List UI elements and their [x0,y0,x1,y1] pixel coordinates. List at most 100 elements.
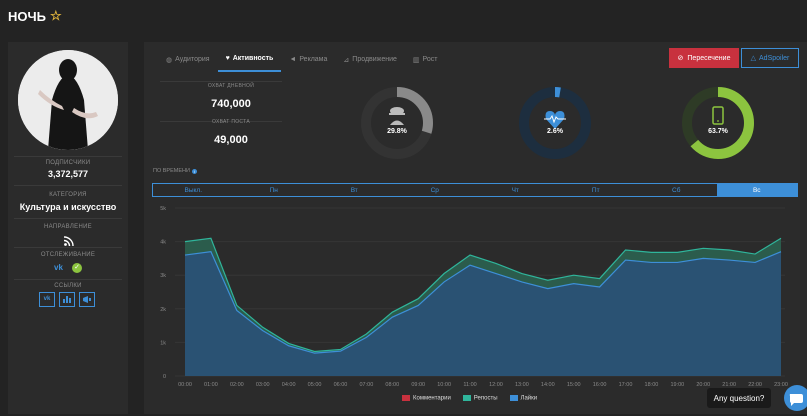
tab-growth[interactable]: ▥ Рост [405,52,446,72]
post-reach-value: 49,000 [214,134,248,146]
activity-chart: 0 1k 2k 3k 4k 5k 00:00 01:00 02:00 03:00 04:00 05:0… [160,206,788,388]
x-tick-label: 21:00 [722,382,736,388]
ring-mobile-label: 63.7% [708,128,728,135]
legend-label: Репосты [473,395,498,402]
y-tick-label: 2k [160,307,166,313]
x-tick-label: 22:00 [748,382,762,388]
day-button-active[interactable]: Вс [716,184,797,196]
daily-reach-value: 740,000 [211,98,251,110]
likes-line [184,251,782,354]
ring-mobile [682,87,754,159]
spy-icon [389,107,405,125]
day-button[interactable]: Чт [511,186,519,194]
rss-icon [63,233,74,247]
divider [14,185,122,186]
link-vk-button[interactable]: vk [39,292,55,307]
x-tick-label: 23:00 [774,382,788,388]
chart-icon: ⊿ [343,56,350,64]
links-label: ССЫЛКИ [54,283,82,289]
divider [14,279,122,280]
heart-icon: ♥ [225,55,230,62]
reposts-line [184,237,782,353]
help-button[interactable]: Any question? [707,388,771,408]
adspoiler-label: AdSpoiler [759,54,790,62]
tab-activity[interactable]: ♥ Активность [217,52,282,72]
day-button[interactable]: Сб [672,186,681,194]
link-stats-button[interactable] [59,292,75,307]
day-selector: Выкл. Пн Вт Ср Чт Пт Сб Вс [152,183,798,197]
day-button[interactable]: Ср [430,186,439,194]
x-tick-label: 00:00 [178,382,192,388]
day-button[interactable]: Пт [591,186,600,194]
category-value: Культура и искусство [19,202,117,212]
tab-ads[interactable]: ◄ Реклама [281,52,335,72]
bar-chart-icon: ▥ [412,56,420,64]
legend-label: Комментарии [413,395,451,402]
tab-label: Реклама [299,56,328,63]
x-tick-label: 20:00 [696,382,710,388]
x-tick-label: 05:00 [308,382,322,388]
x-tick-label: 10:00 [437,382,451,388]
x-tick-label: 11:00 [463,382,476,388]
chat-icon[interactable] [784,385,807,411]
post-reach-label: ОХВАТ ПОСТА [211,119,250,125]
intersection-icon: ⊘ [677,55,684,62]
phone-icon [712,106,724,125]
megaphone-icon [83,296,91,303]
tab-promotion[interactable]: ⊿ Продвижение [335,52,405,72]
by-time-label-row: ПО ВРЕМЕНИ i [153,168,197,174]
x-tick-label: 12:00 [489,382,503,388]
tracking-label: ОТСЛЕЖИВАНИЕ [40,252,96,258]
x-tick-label: 13:00 [515,382,529,388]
day-button[interactable]: Выкл. [184,186,203,194]
chart-legend: Комментарии Репосты Лайки [402,395,537,402]
likes-area [185,251,781,376]
legend-item[interactable]: Лайки [509,395,538,402]
tab-label: Аудитория [175,56,210,63]
intersection-button[interactable]: ⊘ Пересечение [669,48,739,68]
avatar [18,50,118,150]
legend-swatch [509,395,518,401]
globe-icon: ◍ [166,56,173,64]
tab-audience[interactable]: ◍ Аудитория [158,52,218,72]
legend-label: Лайки [520,395,538,402]
tab-label: Продвижение [352,56,397,63]
x-tick-label: 07:00 [360,382,374,388]
tab-label: Активность [232,55,274,62]
legend-item[interactable]: Комментарии [402,395,451,402]
info-icon[interactable]: i [191,168,197,174]
ring-spy [361,87,433,159]
bar-chart-icon [63,296,71,303]
x-tick-label: 16:00 [593,382,607,388]
y-tick-label: 1k [160,340,166,346]
day-button[interactable]: Пн [269,186,278,194]
vk-icon[interactable]: vk [54,263,63,272]
subscribers-value: 3,372,577 [47,169,89,179]
y-tick-label: 0 [163,374,166,380]
x-tick-label: 17:00 [619,382,633,388]
x-tick-label: 04:00 [282,382,296,388]
adspoiler-button[interactable]: △ AdSpoiler [741,48,799,68]
legend-swatch [402,395,410,401]
ring-heartbeat [519,87,591,159]
ring-spy-label: 29.8% [387,128,407,135]
legend-item[interactable]: Репосты [462,395,498,402]
tab-label: Рост [422,56,438,63]
intersection-label: Пересечение [687,54,731,62]
day-button[interactable]: Вт [350,186,358,194]
x-tick-label: 18:00 [645,382,659,388]
x-tick-label: 14:00 [541,382,555,388]
category-label: КАТЕГОРИЯ [49,192,87,198]
sidebar: ПОДПИСЧИКИ 3,372,577 КАТЕГОРИЯ Культура … [8,42,128,414]
star-icon[interactable]: ☆ [49,8,62,23]
divider [160,81,282,82]
legend-swatch [462,395,471,401]
x-tick-label: 03:00 [256,382,270,388]
direction-label: НАПРАВЛЕНИЕ [43,224,92,230]
tab-bar: ◍ Аудитория ♥ Активность ◄ Реклама ⊿ Продвиж… [158,52,446,72]
link-ads-button[interactable] [79,292,95,307]
ring-heartbeat-label: 2.6% [547,128,563,135]
main-panel: ◍ Аудитория ♥ Активность ◄ Реклама ⊿ Продвиж… [144,42,807,414]
y-tick-label: 3k [160,273,166,279]
by-time-label: ПО ВРЕМЕНИ [153,168,190,174]
